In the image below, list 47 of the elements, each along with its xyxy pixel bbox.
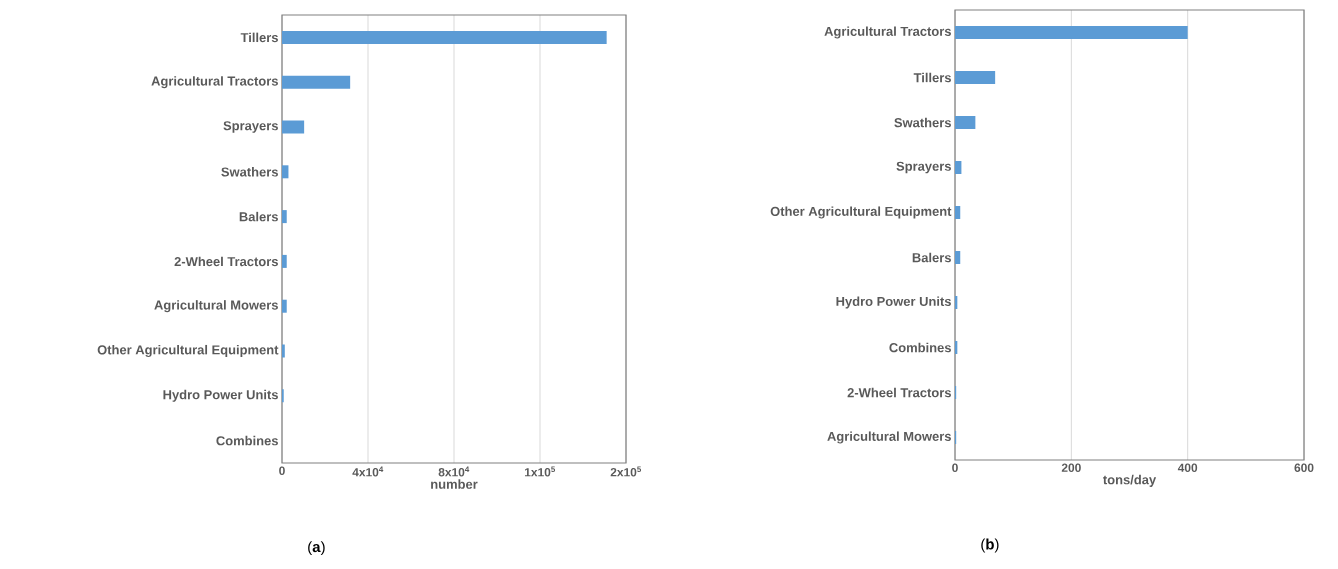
y-tick-label: Combines [216,435,278,446]
bar [282,299,287,313]
bar [282,210,287,224]
bar [955,206,961,219]
x-tick-label: 400 [1177,463,1198,472]
y-tick-label: Hydro Power Units [836,296,951,309]
y-tick-label: Other Agricultural Equipment [97,344,279,358]
x-tick-label: 2x10$^{5}$ [610,466,642,477]
bar [282,120,305,134]
y-tick-label: Balers [912,252,951,263]
y-tick-label: Agricultural Tractors [151,76,278,89]
y-tick-label: Sprayers [223,121,278,133]
x-tick-label: 8x10$^{4}$ [438,466,470,477]
y-tick-label: Agricultural Mowers [827,431,951,444]
bar [282,165,289,179]
x-tick-label: 0 [279,466,285,475]
bar [955,26,1188,39]
y-tick-label: Balers [239,211,278,222]
y-tick-label: Tillers [913,72,951,83]
y-tick-label: Swathers [894,117,951,128]
y-tick-label: Sprayers [896,161,951,174]
x-tick-label: 200 [1061,463,1081,472]
x-tick-label: 600 [1294,463,1314,472]
bar [282,30,607,44]
bar [955,161,962,174]
bar [955,251,961,264]
y-tick-label: Swathers [221,167,278,177]
y-tick-label: Other Agricultural Equipment [770,206,952,219]
bar [282,344,285,358]
x-axis-title: tons/day [1103,474,1157,487]
y-tick-label: Tillers [240,32,278,43]
y-tick-label: Hydro Power Units [163,389,278,402]
x-tick-label: 0 [952,463,958,472]
y-tick-label: Agricultural Mowers [154,300,278,313]
y-tick-label: Agricultural Tractors [824,26,951,39]
bar [282,254,287,268]
y-tick-label: 2-Wheel Tractors [174,256,278,267]
bar [955,116,976,129]
bar [955,71,996,84]
text: (a) [308,541,325,556]
x-tick-label: 4x10$^{4}$ [352,466,384,477]
x-tick-label: 1x10$^{5}$ [524,466,556,477]
text: (b) [981,538,999,553]
y-tick-label: Combines [889,342,951,353]
x-axis-title: number [431,479,478,489]
bar [282,75,351,89]
y-tick-label: 2-Wheel Tractors [847,387,951,398]
